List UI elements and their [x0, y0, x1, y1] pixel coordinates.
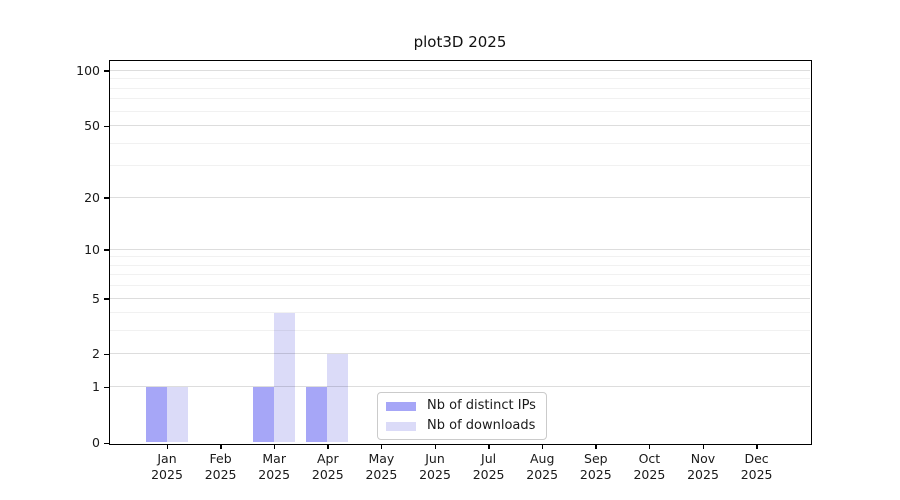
- y-tick-1: [104, 386, 110, 389]
- x-tick-feb: [220, 444, 222, 449]
- legend-label-distinct-ips: Nb of distinct IPs: [427, 398, 536, 413]
- legend-item-downloads: Nb of downloads: [386, 417, 536, 435]
- y-tick-label-0: 0: [92, 435, 100, 450]
- x-tick-label-aug: Aug 2025: [502, 451, 582, 483]
- y-tick-0: [104, 442, 110, 444]
- legend-swatch-distinct-ips-icon: [386, 401, 416, 411]
- legend: Nb of distinct IPs Nb of downloads: [377, 392, 547, 440]
- x-tick-label-month: Sep: [584, 451, 608, 466]
- x-tick-label-jul: Jul 2025: [449, 451, 529, 483]
- legend-item-distinct-ips: Nb of distinct IPs: [386, 397, 536, 415]
- x-tick-oct: [648, 444, 651, 449]
- x-tick-label-year: 2025: [579, 467, 612, 482]
- x-tick-label-mar: Mar 2025: [234, 451, 314, 483]
- x-tick-jul: [488, 444, 490, 449]
- x-tick-label-month: Aug: [529, 451, 555, 466]
- y-tick-10: [104, 249, 110, 251]
- x-tick-label-dec: Dec 2025: [717, 451, 797, 483]
- y-tick-label-20: 20: [84, 189, 100, 205]
- x-tick-label-year: 2025: [419, 467, 451, 482]
- y-tick-5: [104, 298, 110, 300]
- x-tick-label-month: Mar: [262, 451, 286, 466]
- y-tick-label-1: 1: [92, 379, 100, 395]
- x-tick-dec: [756, 444, 758, 449]
- x-tick-label-year: 2025: [204, 467, 237, 482]
- x-tick-label-month: Jan: [157, 451, 177, 466]
- x-tick-apr: [327, 444, 329, 449]
- x-tick-label-month: Feb: [209, 451, 232, 466]
- bar-downloads-mar: [273, 312, 295, 443]
- y-tick-label-10: 10: [84, 241, 100, 257]
- x-tick-label-year: 2025: [365, 467, 398, 482]
- x-tick-nov: [702, 444, 704, 449]
- x-tick-label-jan: Jan 2025: [127, 451, 207, 483]
- x-tick-label-year: 2025: [151, 467, 183, 482]
- x-tick-sep: [595, 444, 597, 449]
- x-tick-label-month: Apr: [316, 451, 339, 466]
- x-tick-label-may: May 2025: [341, 451, 421, 483]
- x-tick-may: [380, 444, 383, 449]
- x-tick-label-year: 2025: [633, 467, 666, 482]
- x-tick-label-sep: Sep 2025: [556, 451, 636, 483]
- x-tick-aug: [541, 444, 544, 449]
- x-tick-label-month: Jul: [481, 451, 497, 466]
- x-tick-label-year: 2025: [740, 467, 773, 482]
- bar-downloads-jan: [166, 386, 188, 443]
- x-tick-label-jun: Jun 2025: [395, 451, 475, 483]
- x-tick-label-apr: Apr 2025: [288, 451, 368, 483]
- x-tick-jan: [166, 444, 168, 449]
- plot-area: [108, 59, 812, 445]
- x-tick-label-nov: Nov 2025: [663, 451, 743, 483]
- x-tick-label-feb: Feb 2025: [181, 451, 261, 483]
- bar-downloads-apr: [327, 353, 349, 443]
- x-tick-label-month: Dec: [744, 451, 769, 466]
- x-tick-label-year: 2025: [311, 467, 344, 482]
- chart-title: plot3D 2025: [413, 33, 507, 51]
- x-tick-label-year: 2025: [526, 467, 559, 482]
- x-tick-mar: [273, 444, 276, 449]
- y-tick-50: [104, 125, 110, 128]
- bar-distinct-ips-apr: [306, 386, 328, 443]
- legend-swatch-downloads-icon: [386, 421, 416, 431]
- legend-label-downloads: Nb of downloads: [427, 418, 536, 433]
- bar-distinct-ips-jan: [145, 386, 167, 443]
- x-tick-label-year: 2025: [472, 467, 505, 482]
- x-tick-label-oct: Oct 2025: [609, 451, 689, 483]
- y-tick-2: [104, 353, 110, 356]
- y-tick-label-2: 2: [92, 346, 100, 362]
- x-tick-label-month: Oct: [638, 451, 661, 466]
- x-tick-label-month: May: [368, 451, 395, 466]
- y-tick-20: [104, 197, 110, 199]
- x-tick-label-year: 2025: [687, 467, 719, 482]
- y-tick-label-5: 5: [92, 290, 100, 306]
- bar-distinct-ips-mar: [252, 386, 274, 443]
- x-tick-label-month: Jun: [425, 451, 445, 466]
- bars-layer: [110, 61, 810, 443]
- y-tick-label-100: 100: [76, 62, 100, 78]
- y-tick-label-50: 50: [84, 118, 100, 134]
- y-tick-100: [104, 70, 110, 72]
- x-tick-jun: [434, 444, 436, 449]
- x-tick-label-month: Nov: [690, 451, 716, 466]
- x-tick-label-year: 2025: [258, 467, 291, 482]
